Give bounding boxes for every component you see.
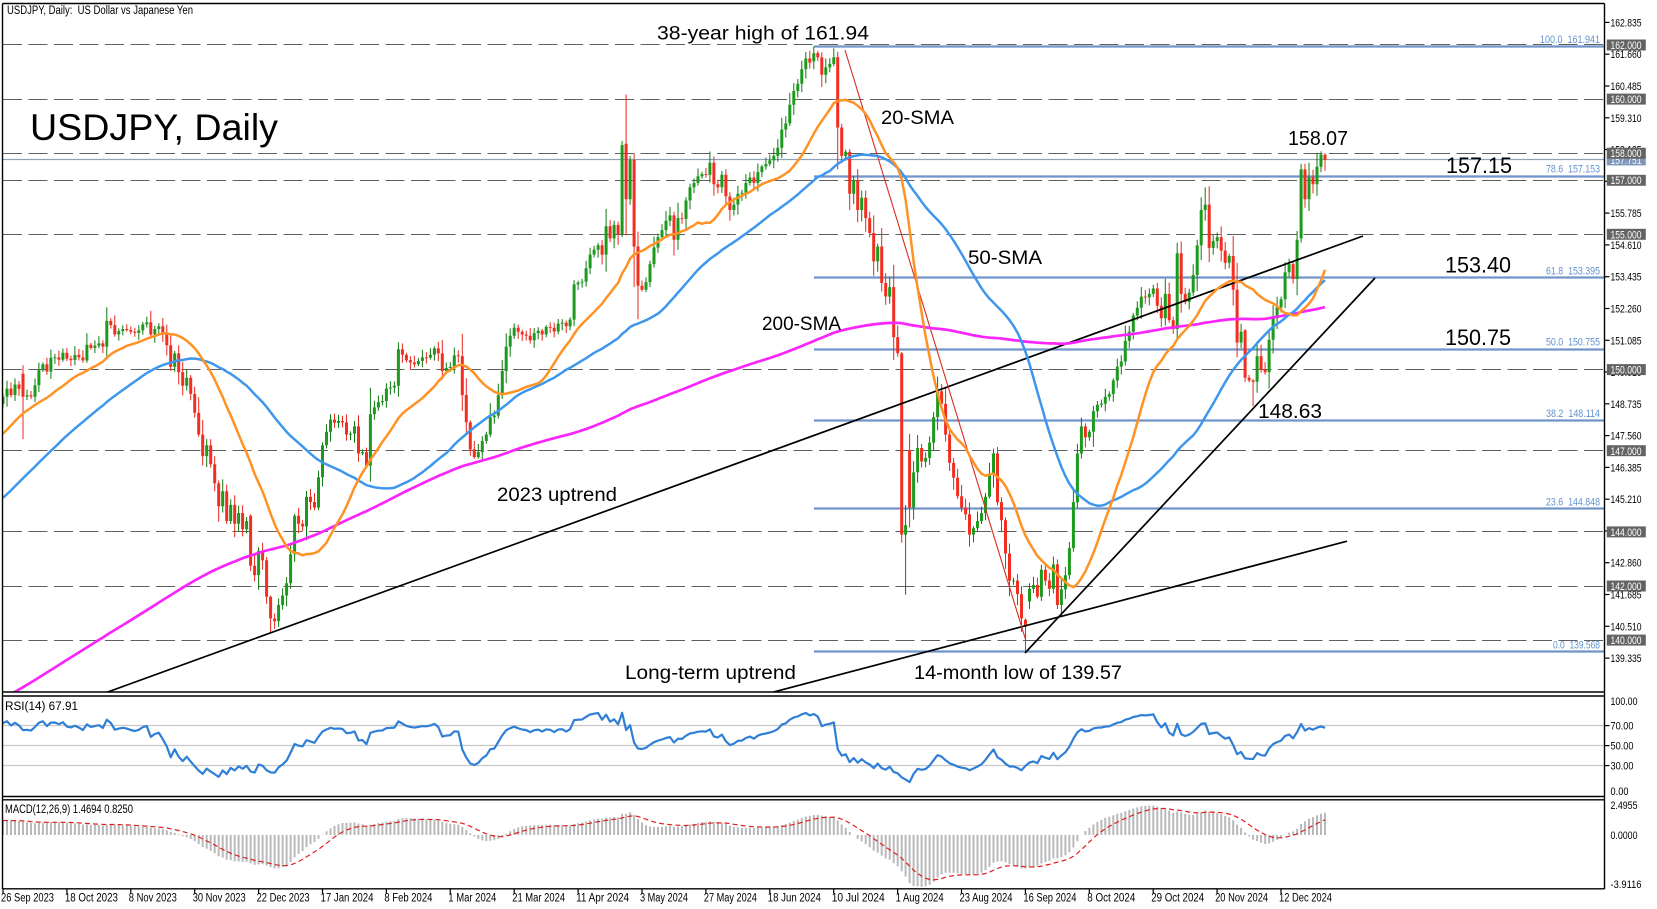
svg-text:158.000: 158.000 xyxy=(1611,148,1642,160)
svg-text:160.000: 160.000 xyxy=(1611,94,1642,106)
svg-text:78.6 157.153: 78.6 157.153 xyxy=(1546,164,1600,176)
svg-text:18 Oct 2023: 18 Oct 2023 xyxy=(65,893,118,905)
svg-text:23.6 144.848: 23.6 144.848 xyxy=(1546,497,1600,509)
svg-text:147.000: 147.000 xyxy=(1611,446,1642,458)
svg-text:148.63: 148.63 xyxy=(1258,401,1322,423)
svg-text:100.00: 100.00 xyxy=(1611,696,1638,708)
svg-text:0.00: 0.00 xyxy=(1611,786,1629,798)
svg-text:1 Aug 2024: 1 Aug 2024 xyxy=(896,893,944,905)
svg-text:155.000: 155.000 xyxy=(1611,229,1642,241)
svg-text:27 May 2024: 27 May 2024 xyxy=(704,893,757,905)
svg-text:20 Nov 2024: 20 Nov 2024 xyxy=(1215,893,1268,905)
svg-text:140.510: 140.510 xyxy=(1611,621,1642,633)
svg-text:38-year high of 161.94: 38-year high of 161.94 xyxy=(657,24,869,45)
svg-text:61.8 153.395: 61.8 153.395 xyxy=(1546,265,1600,277)
svg-text:151.085: 151.085 xyxy=(1611,335,1642,347)
svg-text:2023 uptrend: 2023 uptrend xyxy=(497,485,617,506)
svg-text:50.0 150.755: 50.0 150.755 xyxy=(1546,337,1600,349)
svg-text:157.000: 157.000 xyxy=(1611,175,1642,187)
svg-text:145.210: 145.210 xyxy=(1611,494,1642,506)
svg-text:1 Mar 2024: 1 Mar 2024 xyxy=(448,893,496,905)
svg-text:162.000: 162.000 xyxy=(1611,40,1642,52)
svg-text:140.000: 140.000 xyxy=(1611,635,1642,647)
svg-text:139.335: 139.335 xyxy=(1611,653,1642,665)
svg-text:50-SMA: 50-SMA xyxy=(968,248,1042,269)
svg-text:150.75: 150.75 xyxy=(1445,325,1511,350)
svg-text:29 Oct 2024: 29 Oct 2024 xyxy=(1151,893,1205,905)
svg-text:153.40: 153.40 xyxy=(1445,253,1511,278)
svg-text:144.000: 144.000 xyxy=(1611,527,1642,539)
svg-text:159.310: 159.310 xyxy=(1611,113,1642,125)
svg-text:150.000: 150.000 xyxy=(1611,365,1642,377)
svg-text:157.15: 157.15 xyxy=(1446,153,1512,178)
svg-text:11 Apr 2024: 11 Apr 2024 xyxy=(576,893,630,905)
svg-text:30 Nov 2023: 30 Nov 2023 xyxy=(193,893,246,905)
svg-text:70.00: 70.00 xyxy=(1611,721,1634,733)
svg-text:RSI(14) 67.91: RSI(14) 67.91 xyxy=(5,701,78,713)
svg-text:0.0 139.568: 0.0 139.568 xyxy=(1553,639,1600,651)
svg-text:2.4955: 2.4955 xyxy=(1611,800,1638,812)
svg-text:26 Sep 2023: 26 Sep 2023 xyxy=(1,893,54,905)
svg-text:141.685: 141.685 xyxy=(1611,590,1642,602)
svg-text:148.735: 148.735 xyxy=(1611,399,1642,411)
svg-text:200-SMA: 200-SMA xyxy=(762,314,841,335)
svg-text:153.435: 153.435 xyxy=(1611,272,1642,284)
svg-text:14-month low of 139.57: 14-month low of 139.57 xyxy=(914,663,1122,684)
svg-text:8 Oct 2024: 8 Oct 2024 xyxy=(1087,893,1136,905)
svg-text:158.07: 158.07 xyxy=(1288,128,1348,150)
svg-text:10 Jul 2024: 10 Jul 2024 xyxy=(832,893,886,905)
svg-text:16 Sep 2024: 16 Sep 2024 xyxy=(1023,893,1076,905)
svg-text:0.0000: 0.0000 xyxy=(1611,830,1638,842)
svg-text:USDJPY, Daily: US Dollar vs J: USDJPY, Daily: US Dollar vs Japanese Yen xyxy=(7,5,193,17)
svg-text:MACD(12,26,9) 1.4694 0.8250: MACD(12,26,9) 1.4694 0.8250 xyxy=(5,804,133,816)
svg-text:100.0 161.941: 100.0 161.941 xyxy=(1540,34,1600,46)
svg-text:Long-term uptrend: Long-term uptrend xyxy=(625,663,796,684)
svg-text:155.785: 155.785 xyxy=(1611,208,1642,220)
svg-text:17 Jan 2024: 17 Jan 2024 xyxy=(321,893,375,905)
svg-text:142.860: 142.860 xyxy=(1611,558,1642,570)
svg-text:8 Nov 2023: 8 Nov 2023 xyxy=(129,893,177,905)
svg-text:152.260: 152.260 xyxy=(1611,304,1642,316)
svg-text:22 Dec 2023: 22 Dec 2023 xyxy=(257,893,310,905)
svg-text:18 Jun 2024: 18 Jun 2024 xyxy=(768,893,822,905)
svg-text:154.610: 154.610 xyxy=(1611,240,1642,252)
svg-text:38.2 148.114: 38.2 148.114 xyxy=(1546,408,1600,420)
svg-text:21 Mar 2024: 21 Mar 2024 xyxy=(512,893,565,905)
svg-text:8 Feb 2024: 8 Feb 2024 xyxy=(384,893,432,905)
svg-text:USDJPY, Daily: USDJPY, Daily xyxy=(30,107,278,148)
svg-text:160.485: 160.485 xyxy=(1611,81,1642,93)
svg-text:30.00: 30.00 xyxy=(1611,761,1634,773)
svg-text:23 Aug 2024: 23 Aug 2024 xyxy=(960,893,1013,905)
svg-text:3 May 2024: 3 May 2024 xyxy=(640,893,688,905)
svg-text:162.835: 162.835 xyxy=(1611,17,1642,29)
svg-text:50.00: 50.00 xyxy=(1611,741,1634,753)
svg-text:161.660: 161.660 xyxy=(1611,49,1642,61)
svg-text:147.560: 147.560 xyxy=(1611,431,1642,443)
svg-text:142.000: 142.000 xyxy=(1611,581,1642,593)
svg-text:20-SMA: 20-SMA xyxy=(881,108,954,129)
svg-text:12 Dec 2024: 12 Dec 2024 xyxy=(1279,893,1332,905)
svg-text:-3.9116: -3.9116 xyxy=(1611,879,1642,891)
svg-text:146.385: 146.385 xyxy=(1611,462,1642,474)
